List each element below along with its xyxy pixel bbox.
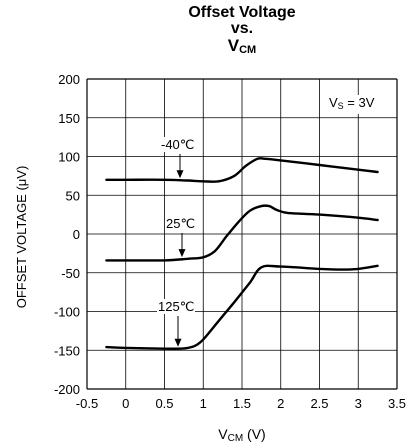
y-axis-label: OFFSET VOLTAGE (μV) — [14, 166, 29, 309]
x-tick-label: 0 — [122, 396, 129, 411]
y-tick-label: -150 — [54, 343, 80, 358]
label-arrow-head — [175, 339, 182, 347]
annot-value: = 3V — [344, 95, 375, 110]
x-tick-label: 1 — [200, 396, 207, 411]
y-tick-label: 0 — [73, 227, 80, 242]
x-tick-label: 3 — [355, 396, 362, 411]
series-label-125: 125℃ — [157, 299, 195, 314]
y-tick-label: -100 — [54, 305, 80, 320]
x-tick-label: -0.5 — [76, 396, 98, 411]
x-tick-labels: -0.5 0 0.5 1 1.5 2 2.5 3 3.5 — [76, 396, 406, 411]
series-label-25: 25℃ — [165, 216, 196, 231]
xlabel-cm: CM — [228, 433, 244, 444]
label-arrow-head — [179, 249, 186, 257]
y-tick-label: -50 — [61, 266, 80, 281]
supply-voltage-annotation: VS = 3V — [328, 95, 375, 114]
series-label-minus40: -40℃ — [160, 137, 195, 152]
x-axis-label: VCM (V) — [87, 426, 397, 444]
y-tick-label: -200 — [54, 382, 80, 397]
y-tick-label: 100 — [58, 150, 80, 165]
annot-v: V — [329, 95, 338, 110]
plot-grid — [87, 79, 397, 389]
x-tick-label: 2.5 — [310, 396, 328, 411]
x-tick-label: 2 — [277, 396, 284, 411]
xlabel-v: V — [218, 426, 227, 442]
y-tick-label: 50 — [66, 188, 80, 203]
xlabel-unit: (V) — [243, 426, 266, 442]
y-tick-labels: 200 150 100 50 0 -50 -100 -150 -200 — [54, 72, 80, 397]
label-arrows — [175, 154, 186, 347]
x-tick-label: 0.5 — [155, 396, 173, 411]
y-tick-label: 150 — [58, 111, 80, 126]
label-arrow-head — [177, 170, 184, 178]
x-tick-label: 3.5 — [388, 396, 406, 411]
y-tick-label: 200 — [58, 72, 80, 87]
x-tick-label: 1.5 — [233, 396, 251, 411]
